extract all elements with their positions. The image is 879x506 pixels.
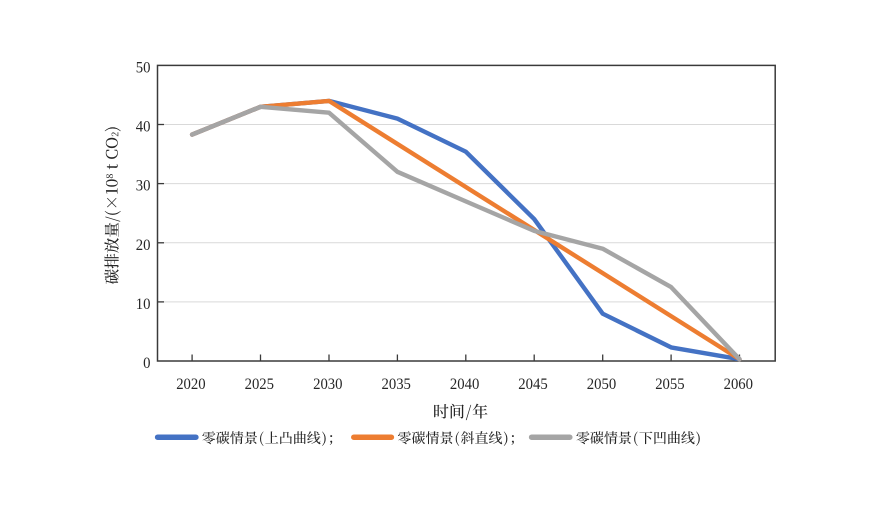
svg-text:30: 30 [136,177,151,195]
svg-text:2055: 2055 [655,376,685,394]
svg-text:2030: 2030 [313,376,343,394]
svg-text:2060: 2060 [724,376,754,394]
svg-text:2035: 2035 [381,376,411,394]
svg-text:2025: 2025 [245,376,275,394]
svg-text:0: 0 [143,355,151,373]
svg-text:2050: 2050 [587,376,617,394]
svg-text:50: 50 [136,59,151,77]
svg-text:10: 10 [136,295,151,313]
svg-text:2045: 2045 [518,376,548,394]
svg-text:2020: 2020 [176,376,206,394]
svg-text:20: 20 [136,236,151,254]
svg-text:2040: 2040 [450,376,480,394]
svg-text:40: 40 [136,118,151,136]
